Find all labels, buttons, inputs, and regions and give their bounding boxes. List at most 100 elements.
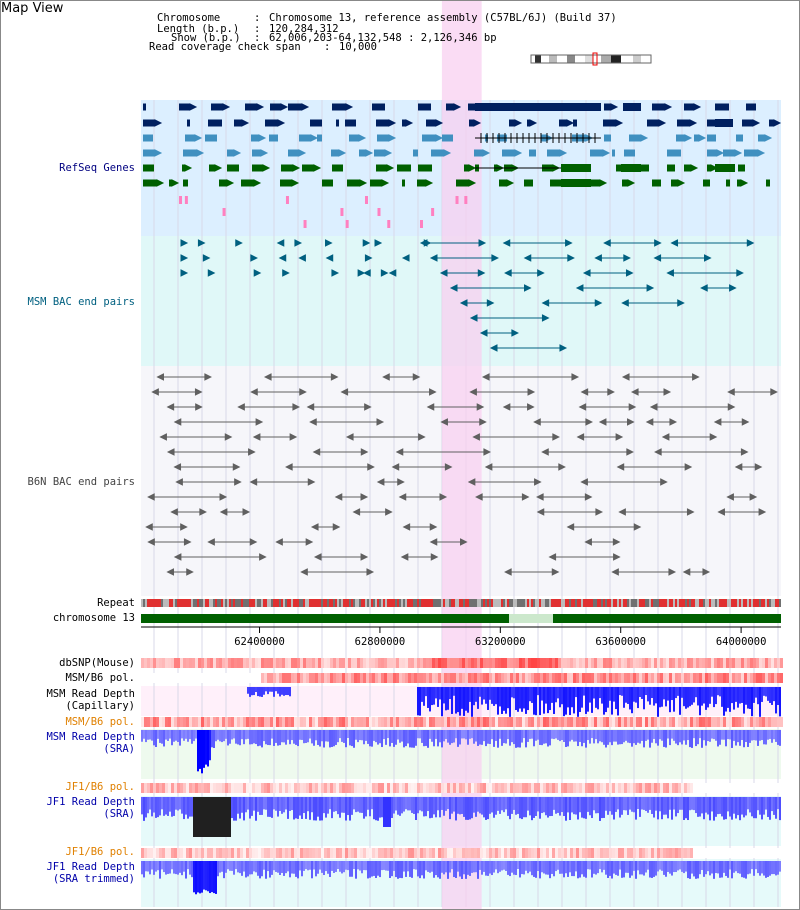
jf1-trim-depth-bar — [685, 861, 687, 872]
msm-cap-depth-bar — [545, 687, 547, 704]
msm-sra-depth-bar — [385, 730, 387, 745]
gene-strand-arrow — [615, 119, 624, 127]
repeat-element — [311, 599, 313, 607]
jf1-pol-heat-cell — [477, 783, 480, 793]
msm-sra-depth-bar — [205, 730, 207, 765]
msm-pol-heat-cell — [333, 673, 336, 683]
jf1-pol2-heat-cell — [411, 848, 414, 858]
msm-pol-heat-cell — [204, 673, 207, 683]
msm-sra-depth-bar — [315, 730, 317, 741]
msm-pol2-heat-cell — [339, 717, 342, 727]
repeat-element — [463, 599, 465, 607]
jf1-pol-heat-cell — [213, 783, 216, 793]
gene-feature — [219, 179, 227, 187]
msm-pol2-heat-cell — [159, 717, 162, 727]
msm-pol-heat-cell — [393, 673, 396, 683]
msm-cap-depth-bar — [515, 687, 517, 711]
jf1-trim-depth-bar — [481, 861, 483, 875]
dbsnp-heat-cell — [156, 658, 159, 668]
dbsnp-heat-cell — [279, 658, 282, 668]
gene-feature — [143, 164, 154, 172]
bac-end-marker — [340, 388, 349, 396]
dbsnp-heat-cell — [474, 658, 477, 668]
jf1-pol-heat-cell — [774, 783, 777, 793]
dbsnp-heat-cell — [552, 658, 555, 668]
dbsnp-heat-cell — [288, 658, 291, 668]
msm-pol2-heat-cell — [675, 717, 678, 727]
repeat-element — [547, 599, 549, 607]
bac-end-marker — [397, 478, 405, 486]
msm-sra-depth-bar — [401, 730, 403, 742]
jf1-sra-depth-bar — [471, 797, 473, 819]
msm-pol2-heat-cell — [645, 717, 648, 727]
repeat-element — [365, 599, 367, 607]
jf1-sra-depth-bar — [285, 797, 287, 810]
msm-sra-depth-bar — [757, 730, 759, 746]
msm-pol-heat-cell — [615, 673, 618, 683]
jf1-sra-depth-bar — [215, 797, 217, 837]
msm-sra-depth-bar — [349, 730, 351, 746]
msm-sra-depth-bar — [279, 730, 281, 746]
repeat-element — [737, 599, 739, 607]
bac-end-marker — [207, 538, 215, 546]
chromosome-bar-segment — [553, 614, 781, 623]
jf1-pol2-heat-cell — [339, 848, 342, 858]
dbsnp-heat-cell — [192, 658, 195, 668]
jf1-sra-depth-bar — [413, 797, 415, 814]
repeat-element — [313, 599, 315, 607]
msm-pol2-heat-cell — [555, 717, 558, 727]
msm-sra-depth-bar — [311, 730, 313, 744]
jf1-trim-depth-bar — [529, 861, 531, 872]
repeat-element — [231, 599, 233, 607]
jf1-trim-depth-bar — [533, 861, 535, 877]
jf1-trim-depth-bar — [199, 861, 201, 894]
jf1-sra-depth-bar — [729, 797, 731, 817]
bac-end-marker — [527, 403, 535, 411]
repeat-element — [765, 599, 767, 607]
jf1-sra-depth-bar — [529, 797, 531, 816]
dbsnp-heat-cell — [708, 658, 711, 668]
bac-end-marker — [360, 448, 369, 456]
pseudogene-mark — [222, 208, 226, 216]
jf1-sra-depth-bar — [753, 797, 755, 819]
msm-sra-depth-bar — [533, 730, 535, 747]
msm-cap-depth-bar — [693, 687, 695, 703]
repeat-element — [285, 599, 287, 607]
repeat-element — [435, 599, 437, 607]
show-key: Show (b.p.) — [171, 32, 241, 44]
bac-end-marker — [541, 299, 550, 307]
jf1-pol-heat-cell — [660, 783, 663, 793]
repeat-element — [613, 599, 615, 607]
jf1-trim-depth-bar — [305, 861, 307, 870]
msm-sra-depth-bar — [749, 730, 751, 743]
jf1-sra-depth-bar — [739, 797, 741, 821]
bac-end-marker — [607, 388, 615, 396]
msm-pol-heat-cell — [414, 673, 417, 683]
jf1-trim-depth-bar — [395, 861, 397, 878]
jf1-pol-heat-cell — [144, 783, 147, 793]
jf1-pol2-heat-cell — [675, 848, 678, 858]
jf1-trim-depth-bar — [399, 861, 401, 878]
jf1-pol-heat-cell — [489, 783, 492, 793]
msm-pol-heat-cell — [435, 673, 438, 683]
jf1-trim-depth-bar — [491, 861, 493, 876]
dbsnp-heat-cell — [567, 658, 570, 668]
jf1-pol2-heat-cell — [357, 848, 360, 858]
gene-feature — [604, 134, 611, 142]
jf1-trim-depth-bar — [255, 861, 257, 873]
dbsnp-heat-cell — [606, 658, 609, 668]
jf1-trim-depth-bar — [741, 861, 743, 878]
msm-sra-depth-bar — [545, 730, 547, 744]
dbsnp-heat-cell — [483, 658, 486, 668]
bac-end-marker — [734, 463, 743, 471]
msm-cap-depth-bar — [589, 687, 591, 703]
jf1-pol2-heat-cell — [516, 848, 519, 858]
repeat-element — [277, 599, 279, 607]
gene-strand-arrow — [473, 119, 482, 127]
repeat-element — [689, 599, 691, 607]
jf1-sra-depth-bar — [551, 797, 553, 816]
bac-end-marker — [207, 269, 216, 277]
repeat-element — [189, 599, 191, 607]
jf1-pol2-heat-cell — [432, 848, 435, 858]
